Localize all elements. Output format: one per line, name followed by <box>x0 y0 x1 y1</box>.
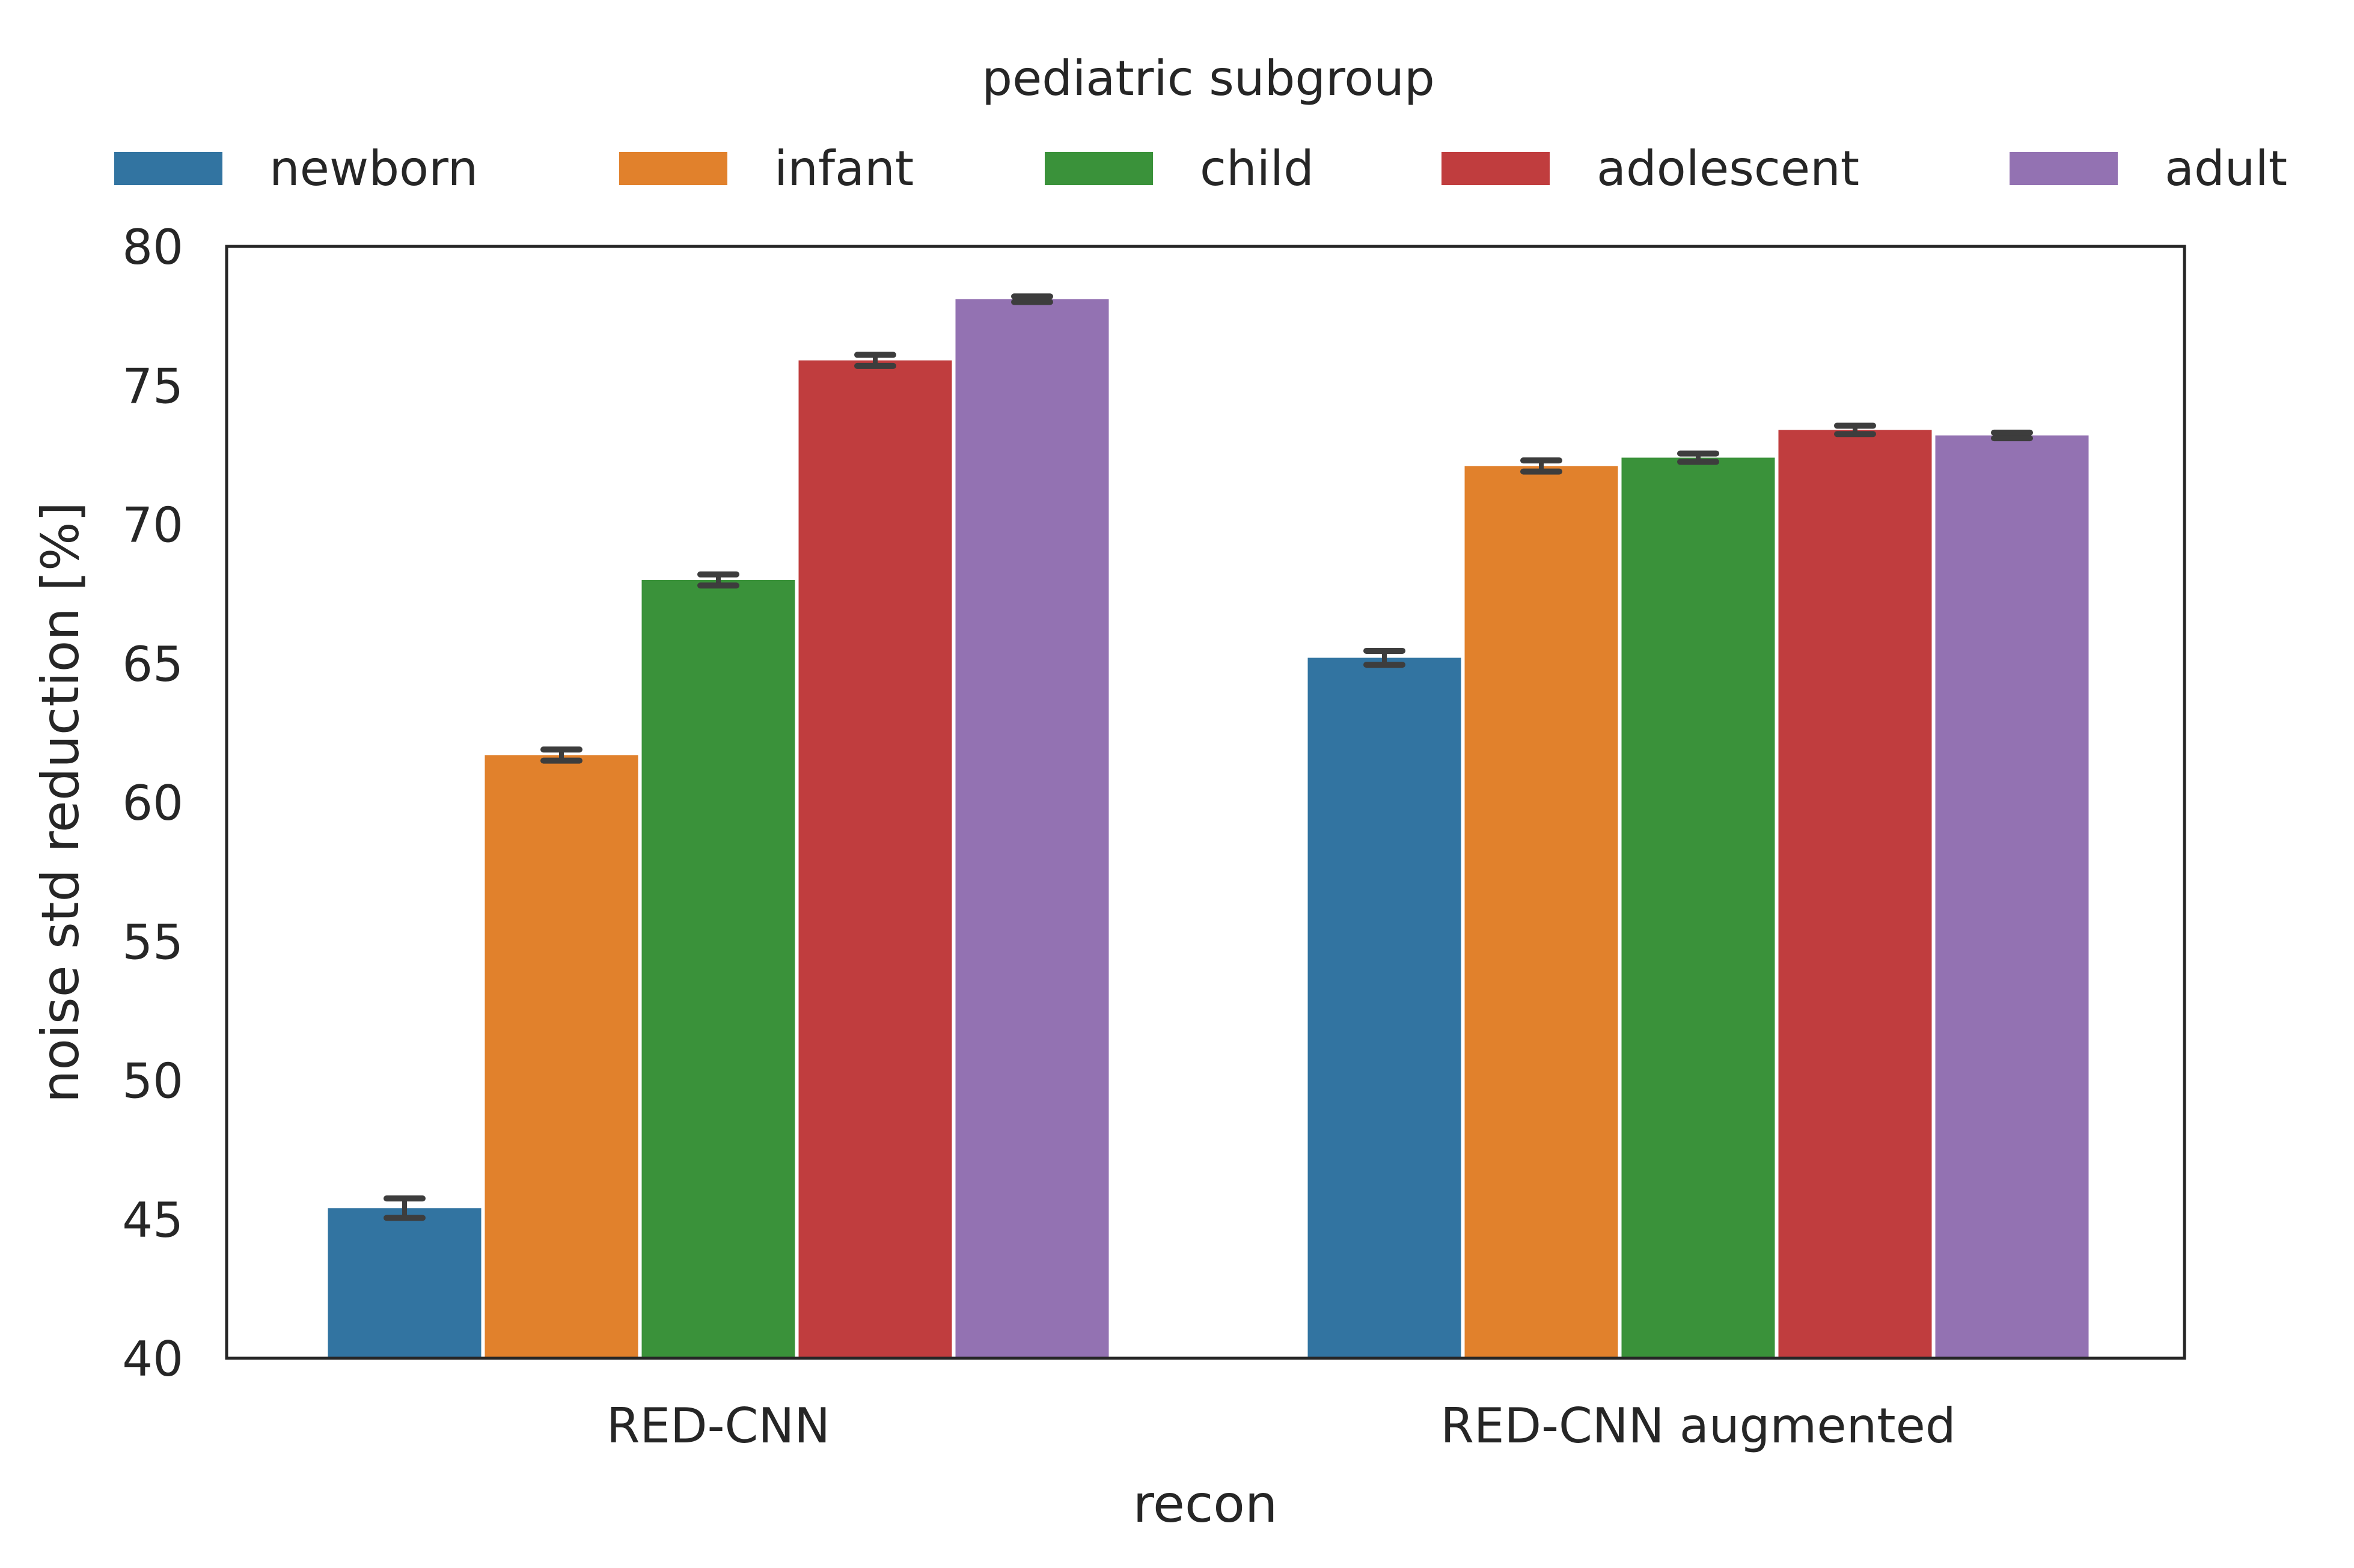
error-bar-adolescent-0 <box>854 352 896 369</box>
legend-item-infant: infant <box>619 141 914 197</box>
bar-infant-1 <box>1464 466 1618 1358</box>
bar-adolescent-1 <box>1778 430 1932 1358</box>
error-bar-infant-0 <box>540 746 582 764</box>
y-tick-labels: 40 45 50 55 60 65 70 75 80 <box>122 219 183 1387</box>
y-tick-label: 70 <box>122 498 183 554</box>
legend-item-adult: adult <box>2010 141 2287 197</box>
legend-item-child: child <box>1045 141 1314 197</box>
bar-child-0 <box>641 580 795 1358</box>
x-tick-label: RED-CNN augmented <box>1440 1398 1955 1454</box>
bar-child-1 <box>1621 457 1775 1358</box>
legend-item-newborn: newborn <box>114 141 478 197</box>
error-bar-adult-1 <box>1991 429 2033 442</box>
plot-frame <box>225 245 2186 1360</box>
legend-label: child <box>1200 141 1314 197</box>
error-bar-child-1 <box>1677 450 1719 465</box>
error-bar-child-0 <box>697 571 739 589</box>
bar-adult-0 <box>955 299 1109 1358</box>
x-tick-label: RED-CNN <box>607 1398 830 1454</box>
bar-infant-0 <box>485 755 638 1358</box>
y-tick-label: 50 <box>122 1054 183 1109</box>
legend-title: pediatric subgroup <box>982 50 1434 106</box>
error-bars-group <box>384 293 2033 1221</box>
bar-adolescent-0 <box>798 360 952 1358</box>
y-tick-label: 40 <box>122 1331 183 1387</box>
y-axis-label: noise std reduction [%] <box>31 502 91 1103</box>
y-tick-label: 60 <box>122 775 183 831</box>
error-bar-adult-0 <box>1011 293 1053 305</box>
legend-swatch <box>619 152 727 185</box>
legend-label: newborn <box>269 141 478 197</box>
y-tick-label: 80 <box>122 219 183 275</box>
y-tick-label: 75 <box>122 358 183 414</box>
legend-swatch <box>2010 152 2118 185</box>
legend-swatch <box>1441 152 1550 185</box>
error-bar-adolescent-1 <box>1834 423 1876 438</box>
legend-swatch <box>1045 152 1153 185</box>
bar-newborn-0 <box>328 1208 482 1358</box>
x-axis-label: recon <box>1133 1474 1278 1534</box>
legend-item-adolescent: adolescent <box>1441 141 1859 197</box>
y-tick-label: 65 <box>122 636 183 692</box>
legend-swatch <box>114 152 222 185</box>
error-bar-infant-1 <box>1520 457 1562 475</box>
legend: pediatric subgroup newborn infant child ado… <box>114 50 2287 197</box>
error-bar-newborn-1 <box>1363 647 1405 668</box>
legend-label: adult <box>2165 141 2287 197</box>
bars-group <box>328 299 2089 1358</box>
x-tick-labels: RED-CNN RED-CNN augmented <box>607 1398 1956 1454</box>
legend-label: adolescent <box>1597 141 1859 197</box>
error-bar-newborn-0 <box>384 1195 426 1221</box>
y-tick-label: 45 <box>122 1192 183 1248</box>
y-tick-label: 55 <box>122 914 183 970</box>
legend-label: infant <box>774 141 914 197</box>
bar-adult-1 <box>1935 435 2089 1358</box>
bar-newborn-1 <box>1307 657 1461 1358</box>
